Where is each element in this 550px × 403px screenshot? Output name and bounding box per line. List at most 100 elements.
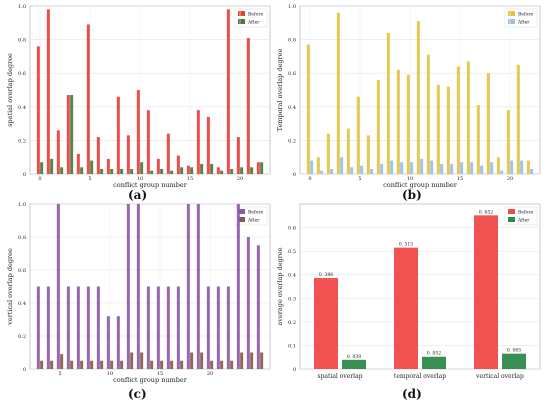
bar-before xyxy=(86,24,90,175)
bar-before xyxy=(126,135,130,174)
bar-before xyxy=(496,157,500,174)
bar-before xyxy=(416,21,420,175)
y-axis-label: average overlap degree xyxy=(276,247,284,325)
bar-before xyxy=(136,204,140,369)
bar-before xyxy=(106,158,110,174)
legend-label: After xyxy=(517,20,530,26)
chart-panel-a: 0 0.2 0.4 0.6 0.8 1.0 spatial overlap degree co… xyxy=(6,4,271,189)
bar-before xyxy=(106,316,110,369)
bar-after xyxy=(500,170,504,174)
bar-before xyxy=(46,286,50,369)
bar-after xyxy=(390,160,394,174)
bar-after xyxy=(190,352,194,369)
bar-after xyxy=(220,360,224,369)
bar-before xyxy=(256,245,260,369)
x-category-label: vertical overlap xyxy=(475,373,524,380)
panel-c-caption: (c) xyxy=(128,387,147,401)
bar-after xyxy=(150,360,154,369)
bar-after xyxy=(210,360,214,369)
y-tick-label: 0.2 xyxy=(288,320,296,326)
bar-after xyxy=(400,162,404,174)
x-axis-label: conflict group number xyxy=(113,181,188,189)
bar-after xyxy=(410,162,414,174)
y-tick-label: 0.1 xyxy=(288,343,296,349)
x-tick-label: 20 xyxy=(207,371,213,377)
bar-before xyxy=(376,79,380,174)
bar-after xyxy=(260,352,264,369)
bar-before xyxy=(516,64,520,174)
x-axis-label: conflict group number xyxy=(113,376,188,384)
bar-after xyxy=(90,360,94,369)
bar-before xyxy=(314,278,338,369)
bar-before xyxy=(486,73,490,174)
bar-after xyxy=(120,168,124,174)
bar-after xyxy=(440,163,444,174)
bar-before xyxy=(206,116,210,174)
bar-before xyxy=(156,158,160,174)
bar-value-label: 0. 515 xyxy=(399,242,413,248)
bar-before xyxy=(66,286,70,369)
bar-after xyxy=(490,162,494,174)
bar-after xyxy=(200,352,204,369)
bar-before xyxy=(196,204,200,369)
legend-swatch xyxy=(238,19,245,24)
bar-value-label: 0. 065 xyxy=(507,348,521,354)
bar-before xyxy=(136,90,140,174)
y-tick-label: 0 xyxy=(293,367,296,373)
bar-before xyxy=(356,96,360,174)
bar-after xyxy=(70,360,74,369)
legend-swatch xyxy=(508,209,515,214)
bar-before xyxy=(76,153,80,174)
bar-after xyxy=(200,163,204,174)
bar-before xyxy=(36,46,40,174)
bar-before xyxy=(466,61,470,174)
panel-b-caption: (b) xyxy=(402,188,422,202)
bar-before xyxy=(126,204,130,369)
y-tick-label: 0 xyxy=(23,367,26,373)
bar-before xyxy=(96,286,100,369)
bar-after xyxy=(230,360,234,369)
bar-after xyxy=(340,157,344,174)
legend-label: After xyxy=(517,218,530,224)
y-tick-label: 1.0 xyxy=(18,202,26,208)
y-tick-label: 0.6 xyxy=(18,71,26,77)
bar-before xyxy=(426,54,430,174)
bar-after xyxy=(180,167,184,174)
y-tick-label: 0.6 xyxy=(18,268,26,274)
x-tick-label: 20 xyxy=(507,176,513,182)
bar-after xyxy=(110,168,114,174)
bar-after xyxy=(130,352,134,369)
x-category-label: temporal overlap xyxy=(394,373,446,380)
plot-area xyxy=(299,5,541,175)
plot-area xyxy=(299,203,541,370)
bar-after xyxy=(310,160,314,174)
bar-before xyxy=(156,286,160,369)
x-tick-label: 15 xyxy=(187,176,193,182)
bar-after xyxy=(170,360,174,369)
bar-before xyxy=(236,137,240,174)
bar-after xyxy=(210,163,214,174)
y-tick-label: 0.6 xyxy=(288,226,296,232)
y-tick-label: 0.2 xyxy=(18,138,26,144)
bar-before xyxy=(246,37,250,174)
bar-before xyxy=(394,247,418,369)
bar-after xyxy=(100,360,104,369)
panel-d-caption: (d) xyxy=(402,387,422,401)
bar-before xyxy=(36,286,40,369)
bar-after xyxy=(342,359,366,369)
x-tick-label: 0 xyxy=(308,176,311,182)
bar-after xyxy=(160,168,164,174)
bar-after xyxy=(460,162,464,174)
x-axis-label: conflict group number xyxy=(383,181,458,189)
bar-after xyxy=(110,360,114,369)
bar-after xyxy=(60,354,64,369)
bar-before xyxy=(146,286,150,369)
bar-after xyxy=(140,352,144,369)
bar-before xyxy=(186,204,190,369)
bar-before xyxy=(216,167,220,174)
bar-after xyxy=(470,162,474,174)
bar-value-label: 0. 386 xyxy=(319,272,333,278)
plot-area xyxy=(29,5,271,175)
bar-before xyxy=(206,286,210,369)
y-tick-label: 0.5 xyxy=(288,249,296,255)
